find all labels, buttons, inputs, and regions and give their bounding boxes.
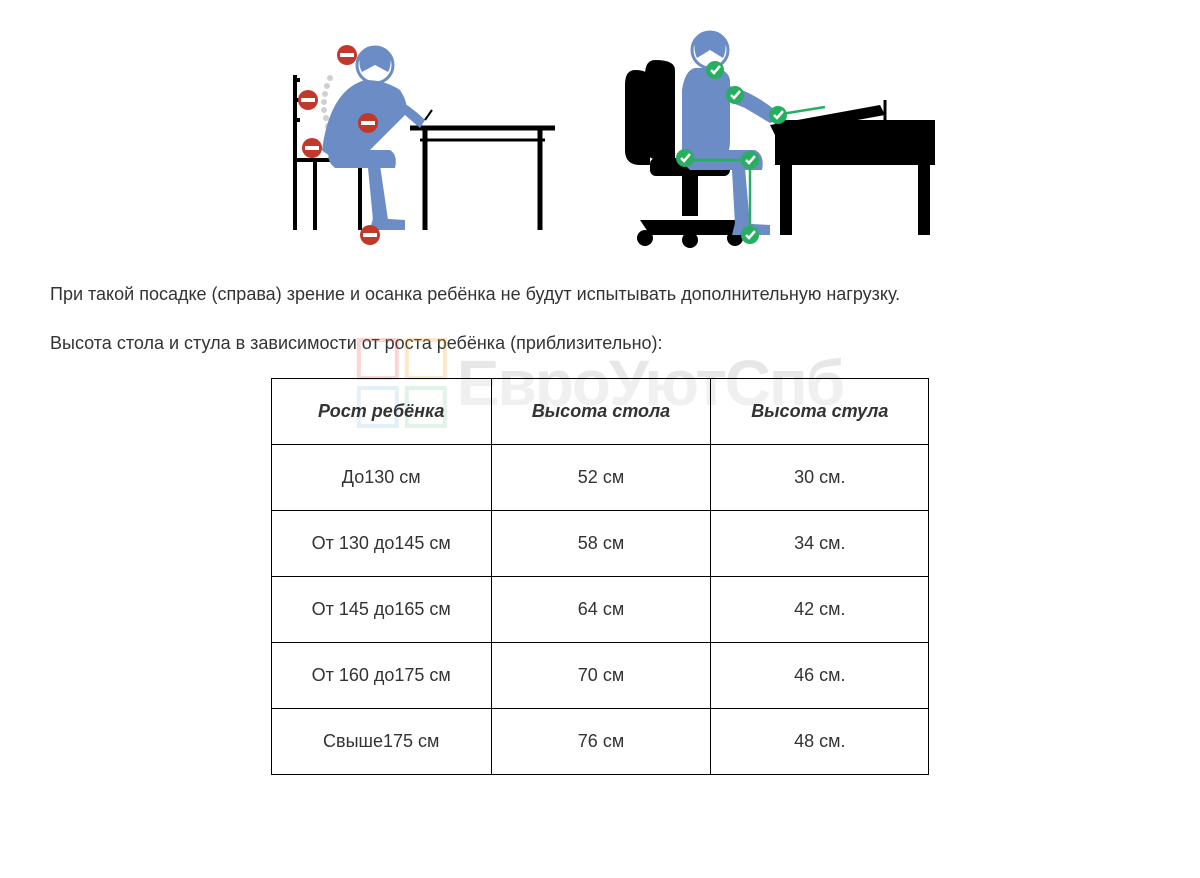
table-header-row: Рост ребёнка Высота стола Высота стула	[271, 378, 929, 444]
posture-illustration	[0, 0, 1200, 280]
text-line-1: При такой посадке (справа) зрение и осан…	[50, 280, 1150, 309]
cell: 30 см.	[711, 444, 929, 510]
header-desk: Высота стола	[491, 378, 710, 444]
cell: 48 см.	[711, 708, 929, 774]
cell: 70 см	[491, 642, 710, 708]
cell: До130 см	[271, 444, 491, 510]
bad-posture-figure	[260, 20, 560, 250]
table-row: До130 см 52 см 30 см.	[271, 444, 929, 510]
cell: От 160 до175 см	[271, 642, 491, 708]
description-text: При такой посадке (справа) зрение и осан…	[0, 280, 1200, 358]
header-chair: Высота стула	[711, 378, 929, 444]
cell: От 145 до165 см	[271, 576, 491, 642]
table-row: От 160 до175 см 70 см 46 см.	[271, 642, 929, 708]
cell: 76 см	[491, 708, 710, 774]
table-row: Свыше175 см 76 см 48 см.	[271, 708, 929, 774]
table-row: От 130 до145 см 58 см 34 см.	[271, 510, 929, 576]
text-line-2: Высота стола и стула в зависимости от ро…	[50, 329, 1150, 358]
cell: 52 см	[491, 444, 710, 510]
height-table: Рост ребёнка Высота стола Высота стула Д…	[271, 378, 930, 775]
cell: 34 см.	[711, 510, 929, 576]
cell: 46 см.	[711, 642, 929, 708]
cell: 64 см	[491, 576, 710, 642]
table-wrapper: ЕвроУютСпб Рост ребёнка Высота стола Выс…	[0, 378, 1200, 775]
good-posture-figure	[600, 20, 940, 250]
header-height: Рост ребёнка	[271, 378, 491, 444]
cell: От 130 до145 см	[271, 510, 491, 576]
cell: Свыше175 см	[271, 708, 491, 774]
cell: 58 см	[491, 510, 710, 576]
table-row: От 145 до165 см 64 см 42 см.	[271, 576, 929, 642]
cell: 42 см.	[711, 576, 929, 642]
